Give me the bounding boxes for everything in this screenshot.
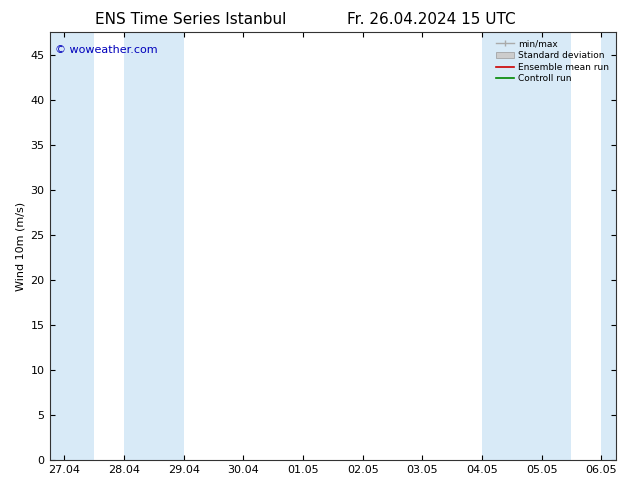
Bar — [49, 32, 94, 460]
Y-axis label: Wind 10m (m/s): Wind 10m (m/s) — [15, 201, 25, 291]
Legend: min/max, Standard deviation, Ensemble mean run, Controll run: min/max, Standard deviation, Ensemble me… — [493, 37, 612, 86]
Text: ENS Time Series Istanbul: ENS Time Series Istanbul — [94, 12, 286, 27]
Bar — [601, 32, 616, 460]
Text: Fr. 26.04.2024 15 UTC: Fr. 26.04.2024 15 UTC — [347, 12, 515, 27]
Bar — [124, 32, 184, 460]
Bar — [482, 32, 571, 460]
Text: © woweather.com: © woweather.com — [55, 45, 158, 55]
